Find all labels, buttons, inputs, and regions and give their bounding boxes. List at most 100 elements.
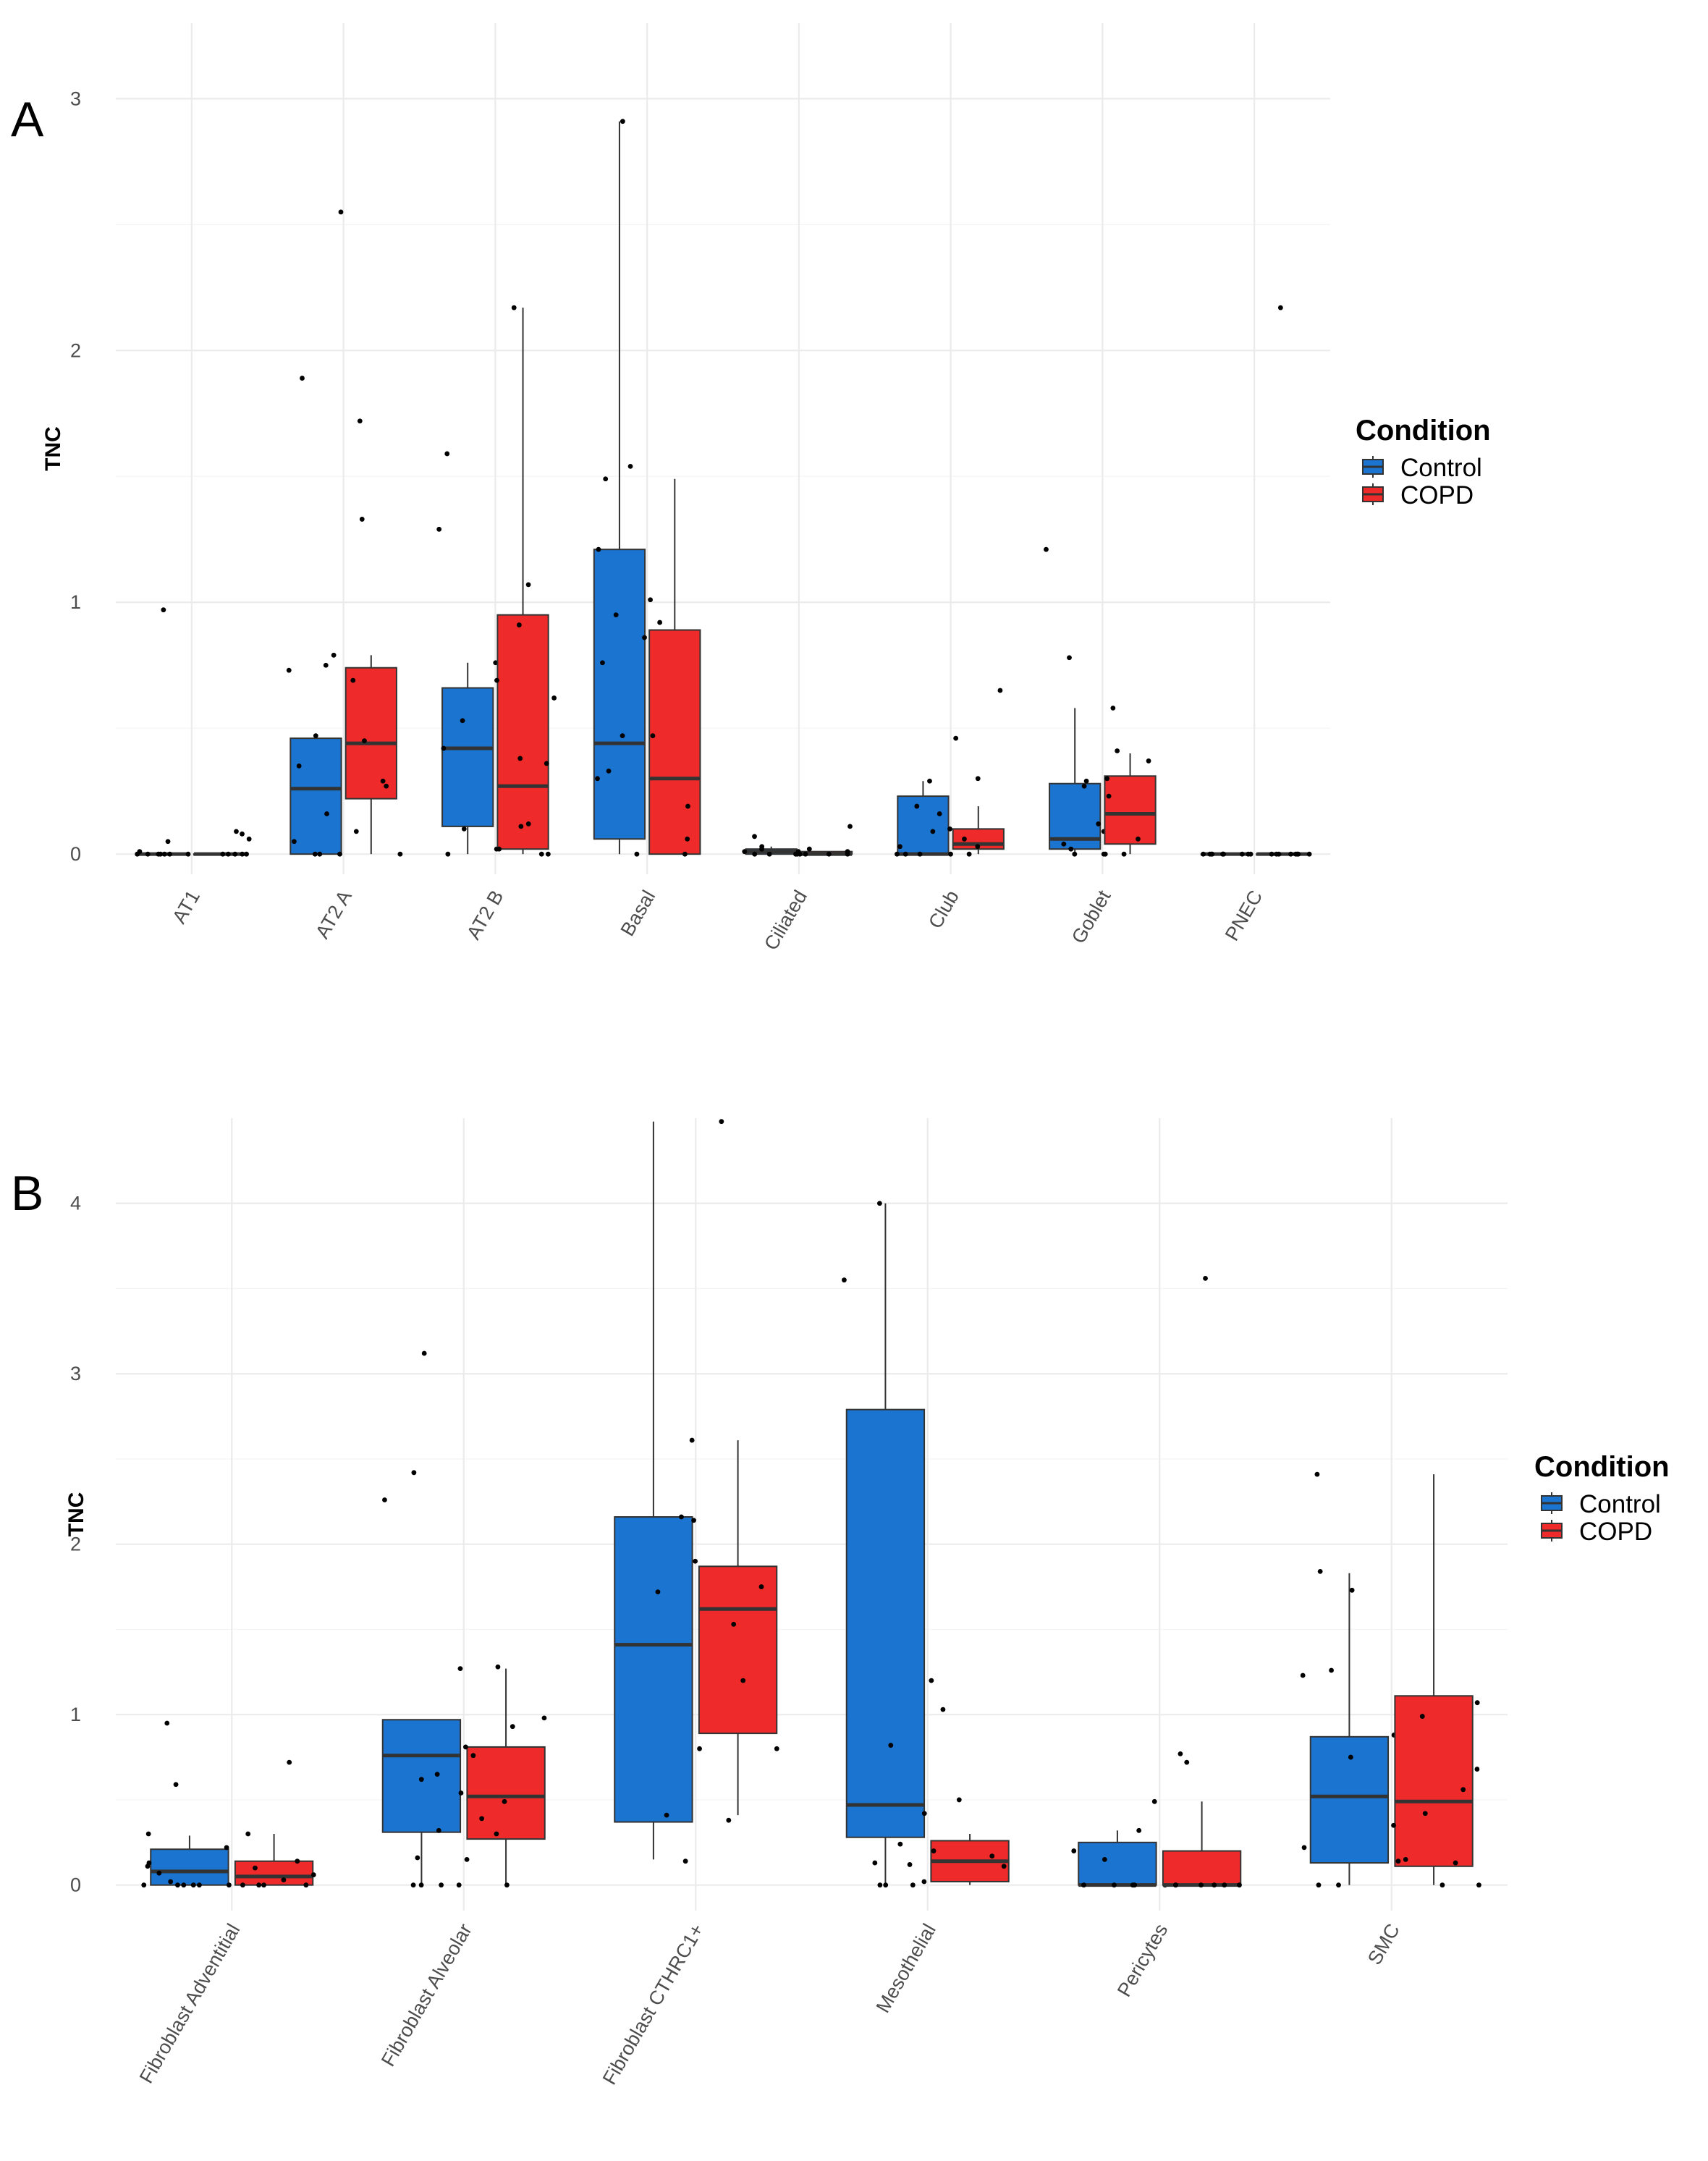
data-point bbox=[664, 1812, 669, 1818]
series-copd bbox=[193, 209, 1312, 857]
data-point bbox=[225, 851, 231, 857]
box-pericytes-control bbox=[1071, 1798, 1168, 1888]
data-point bbox=[997, 688, 1003, 693]
data-point bbox=[434, 1772, 440, 1777]
x-tick-label-mesothelial: Mesothelial bbox=[872, 1920, 940, 2016]
data-point bbox=[227, 1882, 232, 1888]
data-point bbox=[685, 836, 690, 842]
data-point bbox=[196, 1882, 202, 1888]
box-pnec-copd bbox=[1248, 305, 1312, 857]
box-fibroblast-alveolar-control bbox=[381, 1350, 470, 1888]
data-point bbox=[410, 1882, 416, 1888]
data-point bbox=[1132, 1882, 1138, 1888]
data-point bbox=[1067, 655, 1072, 661]
data-point bbox=[1081, 1882, 1086, 1888]
data-point bbox=[689, 1437, 695, 1443]
box-body bbox=[466, 1746, 546, 1840]
data-point bbox=[470, 1753, 476, 1759]
data-point bbox=[1453, 1860, 1458, 1866]
data-point bbox=[975, 844, 981, 850]
data-point bbox=[752, 834, 757, 840]
data-point bbox=[685, 803, 690, 809]
data-point bbox=[1288, 851, 1293, 857]
data-point bbox=[907, 1862, 913, 1867]
panel-label-a: A bbox=[11, 92, 44, 147]
data-point bbox=[595, 776, 600, 782]
data-point bbox=[313, 733, 318, 739]
data-point bbox=[517, 756, 523, 761]
data-point bbox=[697, 1746, 702, 1751]
panel-label-b: B bbox=[11, 1166, 43, 1221]
data-point bbox=[1136, 1827, 1142, 1833]
data-point bbox=[494, 1831, 499, 1837]
data-point bbox=[244, 851, 249, 857]
data-point bbox=[1072, 851, 1078, 857]
data-point bbox=[921, 1879, 927, 1885]
data-point bbox=[240, 1882, 245, 1888]
data-point bbox=[1071, 1848, 1077, 1853]
data-point bbox=[462, 1744, 468, 1750]
data-point bbox=[156, 851, 161, 857]
data-point bbox=[173, 1782, 179, 1788]
data-point bbox=[1474, 1700, 1480, 1706]
data-point bbox=[141, 1882, 147, 1888]
y-tick-label: 4 bbox=[70, 1193, 81, 1214]
box-smc-control bbox=[1300, 1471, 1397, 1888]
y-tick-label: 3 bbox=[70, 88, 81, 109]
y-axis: 0 1 2 3 4 TNC bbox=[64, 1193, 88, 1896]
data-point bbox=[1146, 758, 1151, 764]
data-point bbox=[1209, 851, 1215, 857]
data-point bbox=[1391, 1822, 1396, 1828]
box-body bbox=[1394, 1695, 1474, 1867]
data-point bbox=[897, 844, 902, 850]
box-ciliated-control bbox=[742, 834, 801, 857]
data-point bbox=[883, 1882, 889, 1888]
data-point bbox=[927, 778, 932, 784]
x-tick-label-fibroblast-cthrc1: Fibroblast CTHRC1+ bbox=[599, 1920, 709, 2089]
x-tick-label-fibroblast-adventitial: Fibroblast Adventitial bbox=[135, 1920, 245, 2087]
data-point bbox=[1096, 821, 1102, 826]
data-point bbox=[759, 846, 764, 852]
data-point bbox=[1151, 1798, 1157, 1804]
data-point bbox=[544, 761, 549, 766]
data-point bbox=[1172, 1882, 1178, 1888]
y-tick-label: 0 bbox=[70, 1874, 81, 1896]
data-point bbox=[224, 1845, 229, 1851]
data-point bbox=[921, 1811, 927, 1817]
data-point bbox=[766, 851, 772, 857]
data-point bbox=[603, 476, 609, 482]
box-fibroblast-adventitial-copd bbox=[234, 1759, 316, 1888]
data-point bbox=[551, 695, 557, 701]
data-point bbox=[1110, 705, 1116, 711]
x-tick-label-at2-b: AT2 B bbox=[462, 887, 507, 943]
y-axis-title: TNC bbox=[41, 426, 65, 471]
box-goblet-control bbox=[1044, 546, 1107, 857]
data-point bbox=[1306, 851, 1312, 857]
data-point bbox=[479, 1816, 485, 1822]
data-point bbox=[135, 851, 140, 857]
box-at2-a-control bbox=[286, 376, 342, 857]
data-point bbox=[168, 1879, 174, 1885]
legend-title: Condition bbox=[1534, 1451, 1670, 1483]
data-point bbox=[317, 851, 323, 857]
data-point bbox=[145, 1831, 151, 1837]
data-point bbox=[620, 119, 625, 124]
data-point bbox=[518, 824, 524, 829]
data-point bbox=[758, 1584, 764, 1589]
y-tick-label: 0 bbox=[70, 843, 81, 865]
box-body bbox=[496, 614, 549, 850]
box-body bbox=[648, 629, 701, 855]
data-point bbox=[1198, 1882, 1204, 1888]
box-body bbox=[150, 1848, 229, 1886]
legend-label-copd: COPD bbox=[1579, 1518, 1652, 1546]
x-tick-label-goblet: Goblet bbox=[1068, 887, 1115, 947]
data-point bbox=[545, 851, 551, 857]
data-point bbox=[303, 1882, 309, 1888]
x-tick-label-basal: Basal bbox=[617, 887, 660, 939]
data-point bbox=[1104, 776, 1110, 782]
data-point bbox=[1248, 851, 1253, 857]
data-point bbox=[1276, 851, 1282, 857]
box-basal-copd bbox=[642, 478, 701, 857]
data-point bbox=[1083, 778, 1089, 784]
